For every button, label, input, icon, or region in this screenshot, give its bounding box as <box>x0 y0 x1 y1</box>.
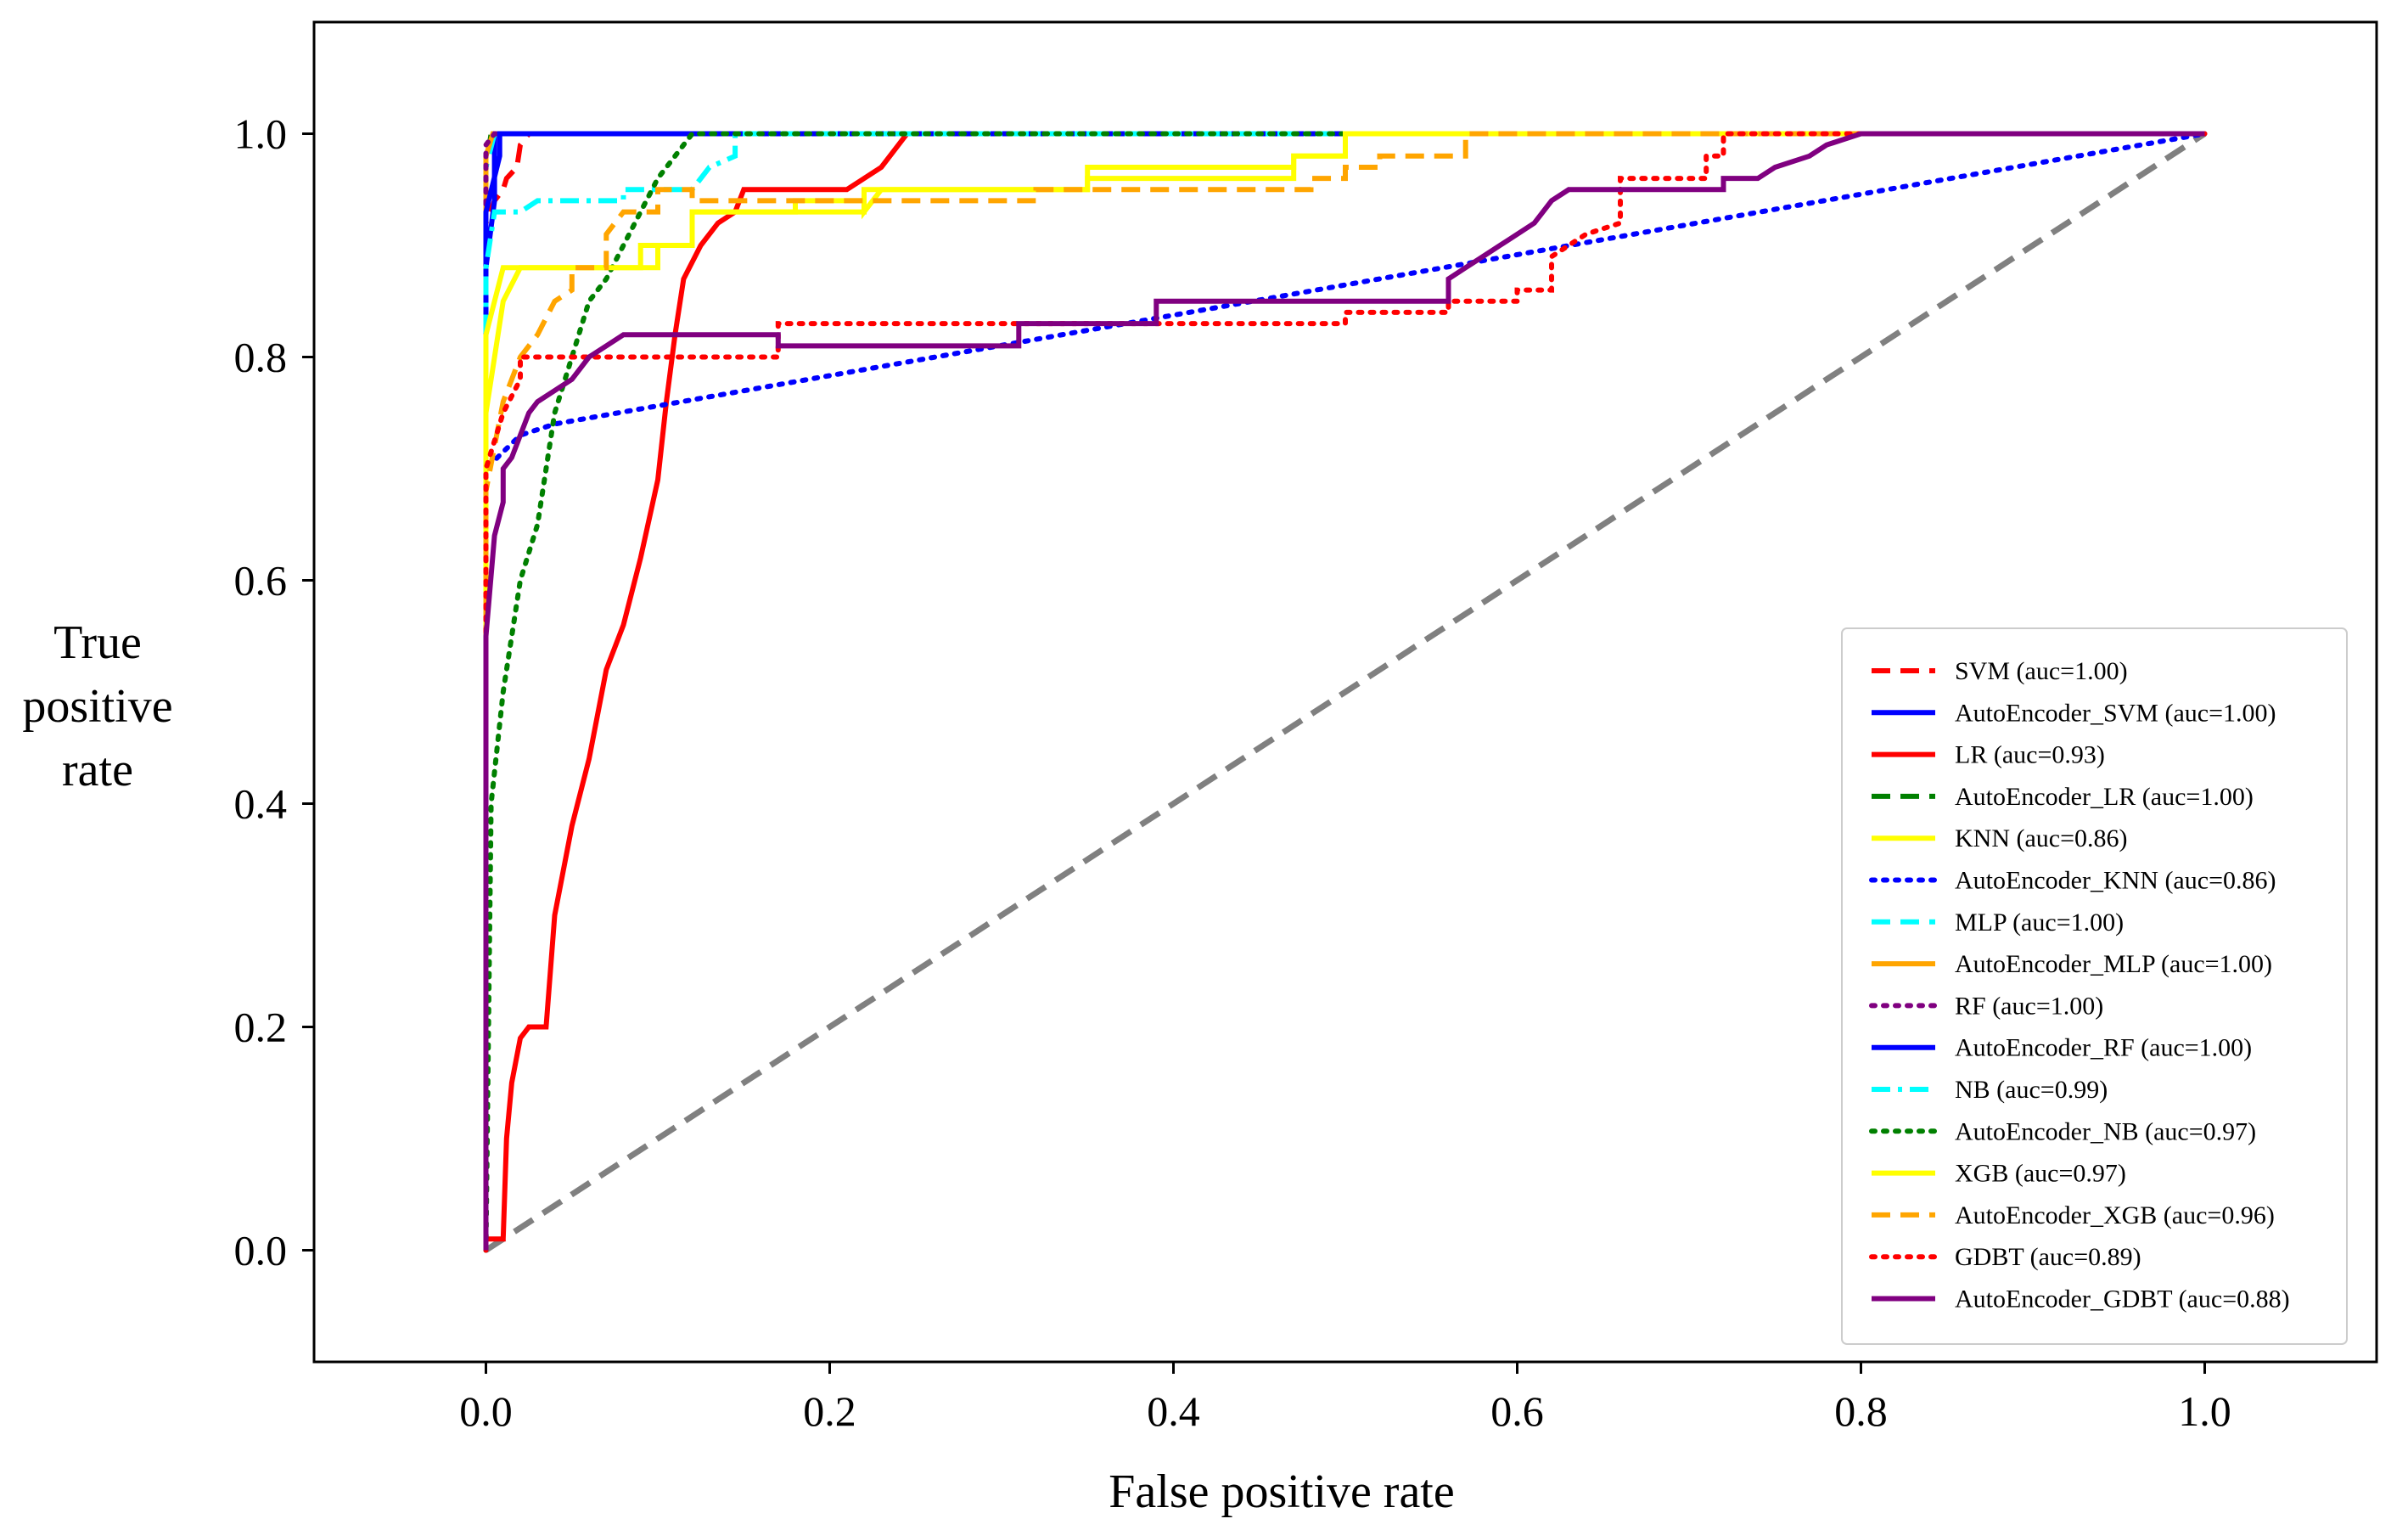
legend-label: XGB (auc=0.97) <box>1955 1160 2126 1188</box>
x-tick-label: 0.0 <box>459 1387 513 1435</box>
legend-box <box>1841 627 2348 1345</box>
legend-label: AutoEncoder_NB (auc=0.97) <box>1955 1117 2256 1145</box>
ticks-group: 0.0 0.2 0.4 0.6 0.8 1.0 0.0 0.2 0.4 0.6 0.8 1.0 <box>234 110 2231 1436</box>
curves-group <box>483 131 2208 1253</box>
roc-curve-lr <box>483 131 2205 1251</box>
legend-label: KNN (auc=0.86) <box>1955 824 2128 852</box>
legend-label: SVM (auc=1.00) <box>1955 657 2128 685</box>
x-tick-label: 0.4 <box>1147 1387 1200 1435</box>
chance-diagonal-line <box>484 131 2207 1253</box>
legend-label: RF (auc=1.00) <box>1955 992 2103 1020</box>
legend-label: AutoEncoder_RF (auc=1.00) <box>1955 1034 2252 1062</box>
legend-label: AutoEncoder_GDBT (auc=0.88) <box>1955 1285 2290 1313</box>
y-tick-label: 0.6 <box>234 557 288 605</box>
legend: SVM (auc=1.00) AutoEncoder_SVM (auc=1.00)… <box>1841 627 2348 1345</box>
legend-label: AutoEncoder_LR (auc=1.00) <box>1955 783 2254 811</box>
y-tick-label: 0.8 <box>234 334 288 381</box>
legend-label: AutoEncoder_MLP (auc=1.00) <box>1955 950 2272 978</box>
y-tick-label: 1.0 <box>234 110 288 158</box>
roc-curve-nb <box>483 131 2205 1251</box>
x-tick-label: 0.2 <box>803 1387 856 1435</box>
y-axis-title-line-3: rate <box>62 744 133 796</box>
legend-label: AutoEncoder_SVM (auc=1.00) <box>1955 699 2276 727</box>
roc-curve-svm <box>483 131 2205 1251</box>
x-tick-label: 1.0 <box>2178 1387 2231 1435</box>
y-tick-label: 0.4 <box>234 780 288 828</box>
roc-curve-autoencoder-xgb <box>483 131 2205 1251</box>
x-tick-label: 0.6 <box>1490 1387 1544 1435</box>
legend-label: LR (auc=0.93) <box>1955 741 2105 769</box>
y-axis-title-line-2: positive <box>22 680 172 733</box>
y-tick-label: 0.2 <box>234 1004 288 1051</box>
legend-label: GDBT (auc=0.89) <box>1955 1243 2141 1271</box>
legend-label: AutoEncoder_KNN (auc=0.86) <box>1955 867 2276 895</box>
y-tick-label: 0.0 <box>234 1227 288 1274</box>
legend-label: NB (auc=0.99) <box>1955 1076 2108 1104</box>
roc-curve-autoencoder-gdbt <box>483 131 2205 1251</box>
roc-curve-gdbt <box>483 131 2208 1253</box>
y-axis-title-line-1: True <box>53 616 142 669</box>
legend-label: AutoEncoder_XGB (auc=0.96) <box>1955 1201 2275 1229</box>
x-tick-label: 0.8 <box>1834 1387 1888 1435</box>
legend-label: MLP (auc=1.00) <box>1955 908 2124 937</box>
x-axis-title: False positive rate <box>1109 1465 1454 1518</box>
